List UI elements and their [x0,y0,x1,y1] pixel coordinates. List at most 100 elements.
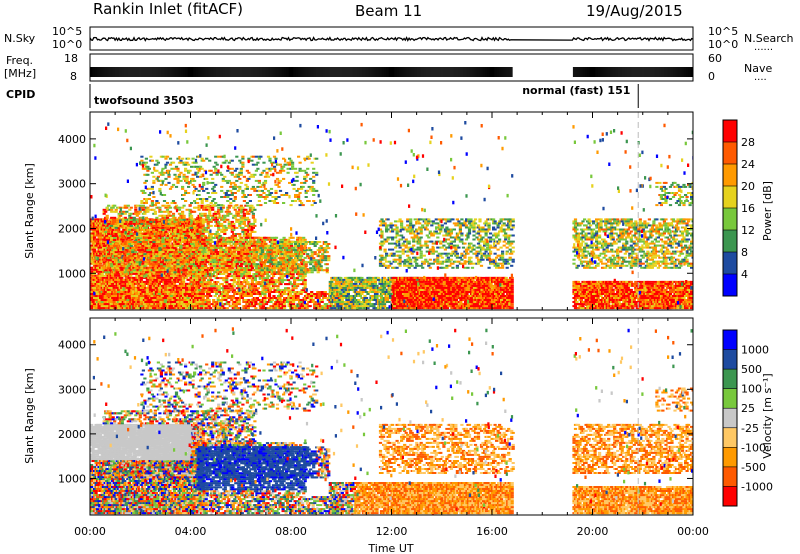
heatmap-cell [195,287,199,290]
heatmap-cell [215,230,219,233]
heatmap-cell [123,204,127,207]
heatmap-cell [91,284,95,287]
heatmap-cell [227,220,231,223]
heatmap-cell [210,267,214,269]
heatmap-cell [201,260,205,263]
heatmap-cell [90,228,94,231]
heatmap-cell [199,271,203,273]
heatmap-cell [128,263,132,266]
heatmap-cell [177,226,182,229]
heatmap-cell [185,263,189,266]
heatmap-cell [201,263,205,265]
heatmap-cell [135,237,139,239]
heatmap-cell [96,234,100,237]
heatmap-cell [153,267,157,270]
heatmap-cell [186,284,190,287]
heatmap-cell [206,214,210,217]
heatmap-cell [165,255,170,258]
heatmap-cell [184,237,188,239]
heatmap-cell [185,257,189,260]
heatmap-cell [102,276,106,279]
heatmap-cell [182,278,186,281]
heatmap-cell [129,230,133,233]
heatmap-cell [185,251,189,254]
heatmap-cell [175,286,180,289]
heatmap-cell [90,260,94,263]
heatmap-cell [102,245,106,247]
heatmap-cell [170,271,174,274]
heatmap-cell [164,224,168,227]
date-label: 19/Aug/2015 [586,2,683,20]
heatmap-cell [117,212,121,215]
heatmap-cell [171,212,176,215]
heatmap-cell [105,226,109,229]
heatmap-cell [223,214,227,217]
heatmap-cell [144,255,148,258]
heatmap-cell [129,224,133,227]
heatmap-cell [196,236,200,239]
nave-label: Nave [744,62,772,75]
heatmap-cell [113,230,117,233]
heatmap-cell [210,285,214,288]
heatmap-cell [229,212,233,215]
heatmap-cell [140,220,144,223]
heatmap-cell [187,249,191,252]
heatmap-cell [129,241,133,243]
heatmap-cell [90,234,94,237]
heatmap-cell [188,274,192,277]
heatmap-cell [135,261,139,264]
heatmap-cell [202,287,206,290]
heatmap-cell [217,233,221,235]
heatmap-cell [102,259,106,262]
heatmap-cell [212,218,216,221]
nsearch-tick-bottom: 10^0 [708,38,738,51]
heatmap-cell [176,243,180,245]
heatmap-cell [161,239,165,241]
heatmap-cell [202,238,206,241]
heatmap-cell [179,230,183,233]
heatmap-cell [149,228,153,231]
heatmap-cell [114,269,118,272]
heatmap-cell [204,252,208,255]
freq-label-line1: Freq. [6,54,33,67]
heatmap-cell [176,245,180,247]
heatmap-cell [208,238,212,241]
heatmap-cell [196,233,200,235]
heatmap-cell [105,218,109,221]
heatmap-cell [113,224,117,227]
heatmap-cell [158,253,162,256]
heatmap-cell [167,243,171,245]
heatmap-cell [245,235,249,237]
heatmap-cell [94,240,98,243]
heatmap-cell [184,239,188,241]
heatmap-cell [170,222,174,225]
heatmap-cell [241,230,245,233]
heatmap-cell [223,216,227,219]
heatmap-cell [235,226,239,229]
heatmap-cell [176,265,180,268]
heatmap-cell [195,263,199,265]
heatmap-cell [171,249,176,252]
heatmap-cell [217,228,221,231]
heatmap-cell [215,235,219,237]
heatmap-cell [168,251,173,254]
heatmap-cell [182,241,186,243]
heatmap-cell [170,253,174,256]
heatmap-cell [182,249,186,252]
heatmap-cell [152,245,156,247]
heatmap-cell [102,242,106,245]
heatmap-cell [158,247,162,250]
heatmap-cell [165,233,170,235]
heatmap-cell [188,257,192,260]
heatmap-cell [114,251,118,254]
heatmap-cell [123,212,127,215]
heatmap-cell [155,243,159,245]
heatmap-cell [110,265,114,268]
heatmap-cell [235,241,239,243]
heatmap-cell [102,241,106,243]
heatmap-cell [96,254,100,257]
heatmap-cell [90,270,94,273]
heatmap-cell [232,206,236,209]
heatmap-cell [236,218,240,221]
heatmap-cell [134,255,138,258]
